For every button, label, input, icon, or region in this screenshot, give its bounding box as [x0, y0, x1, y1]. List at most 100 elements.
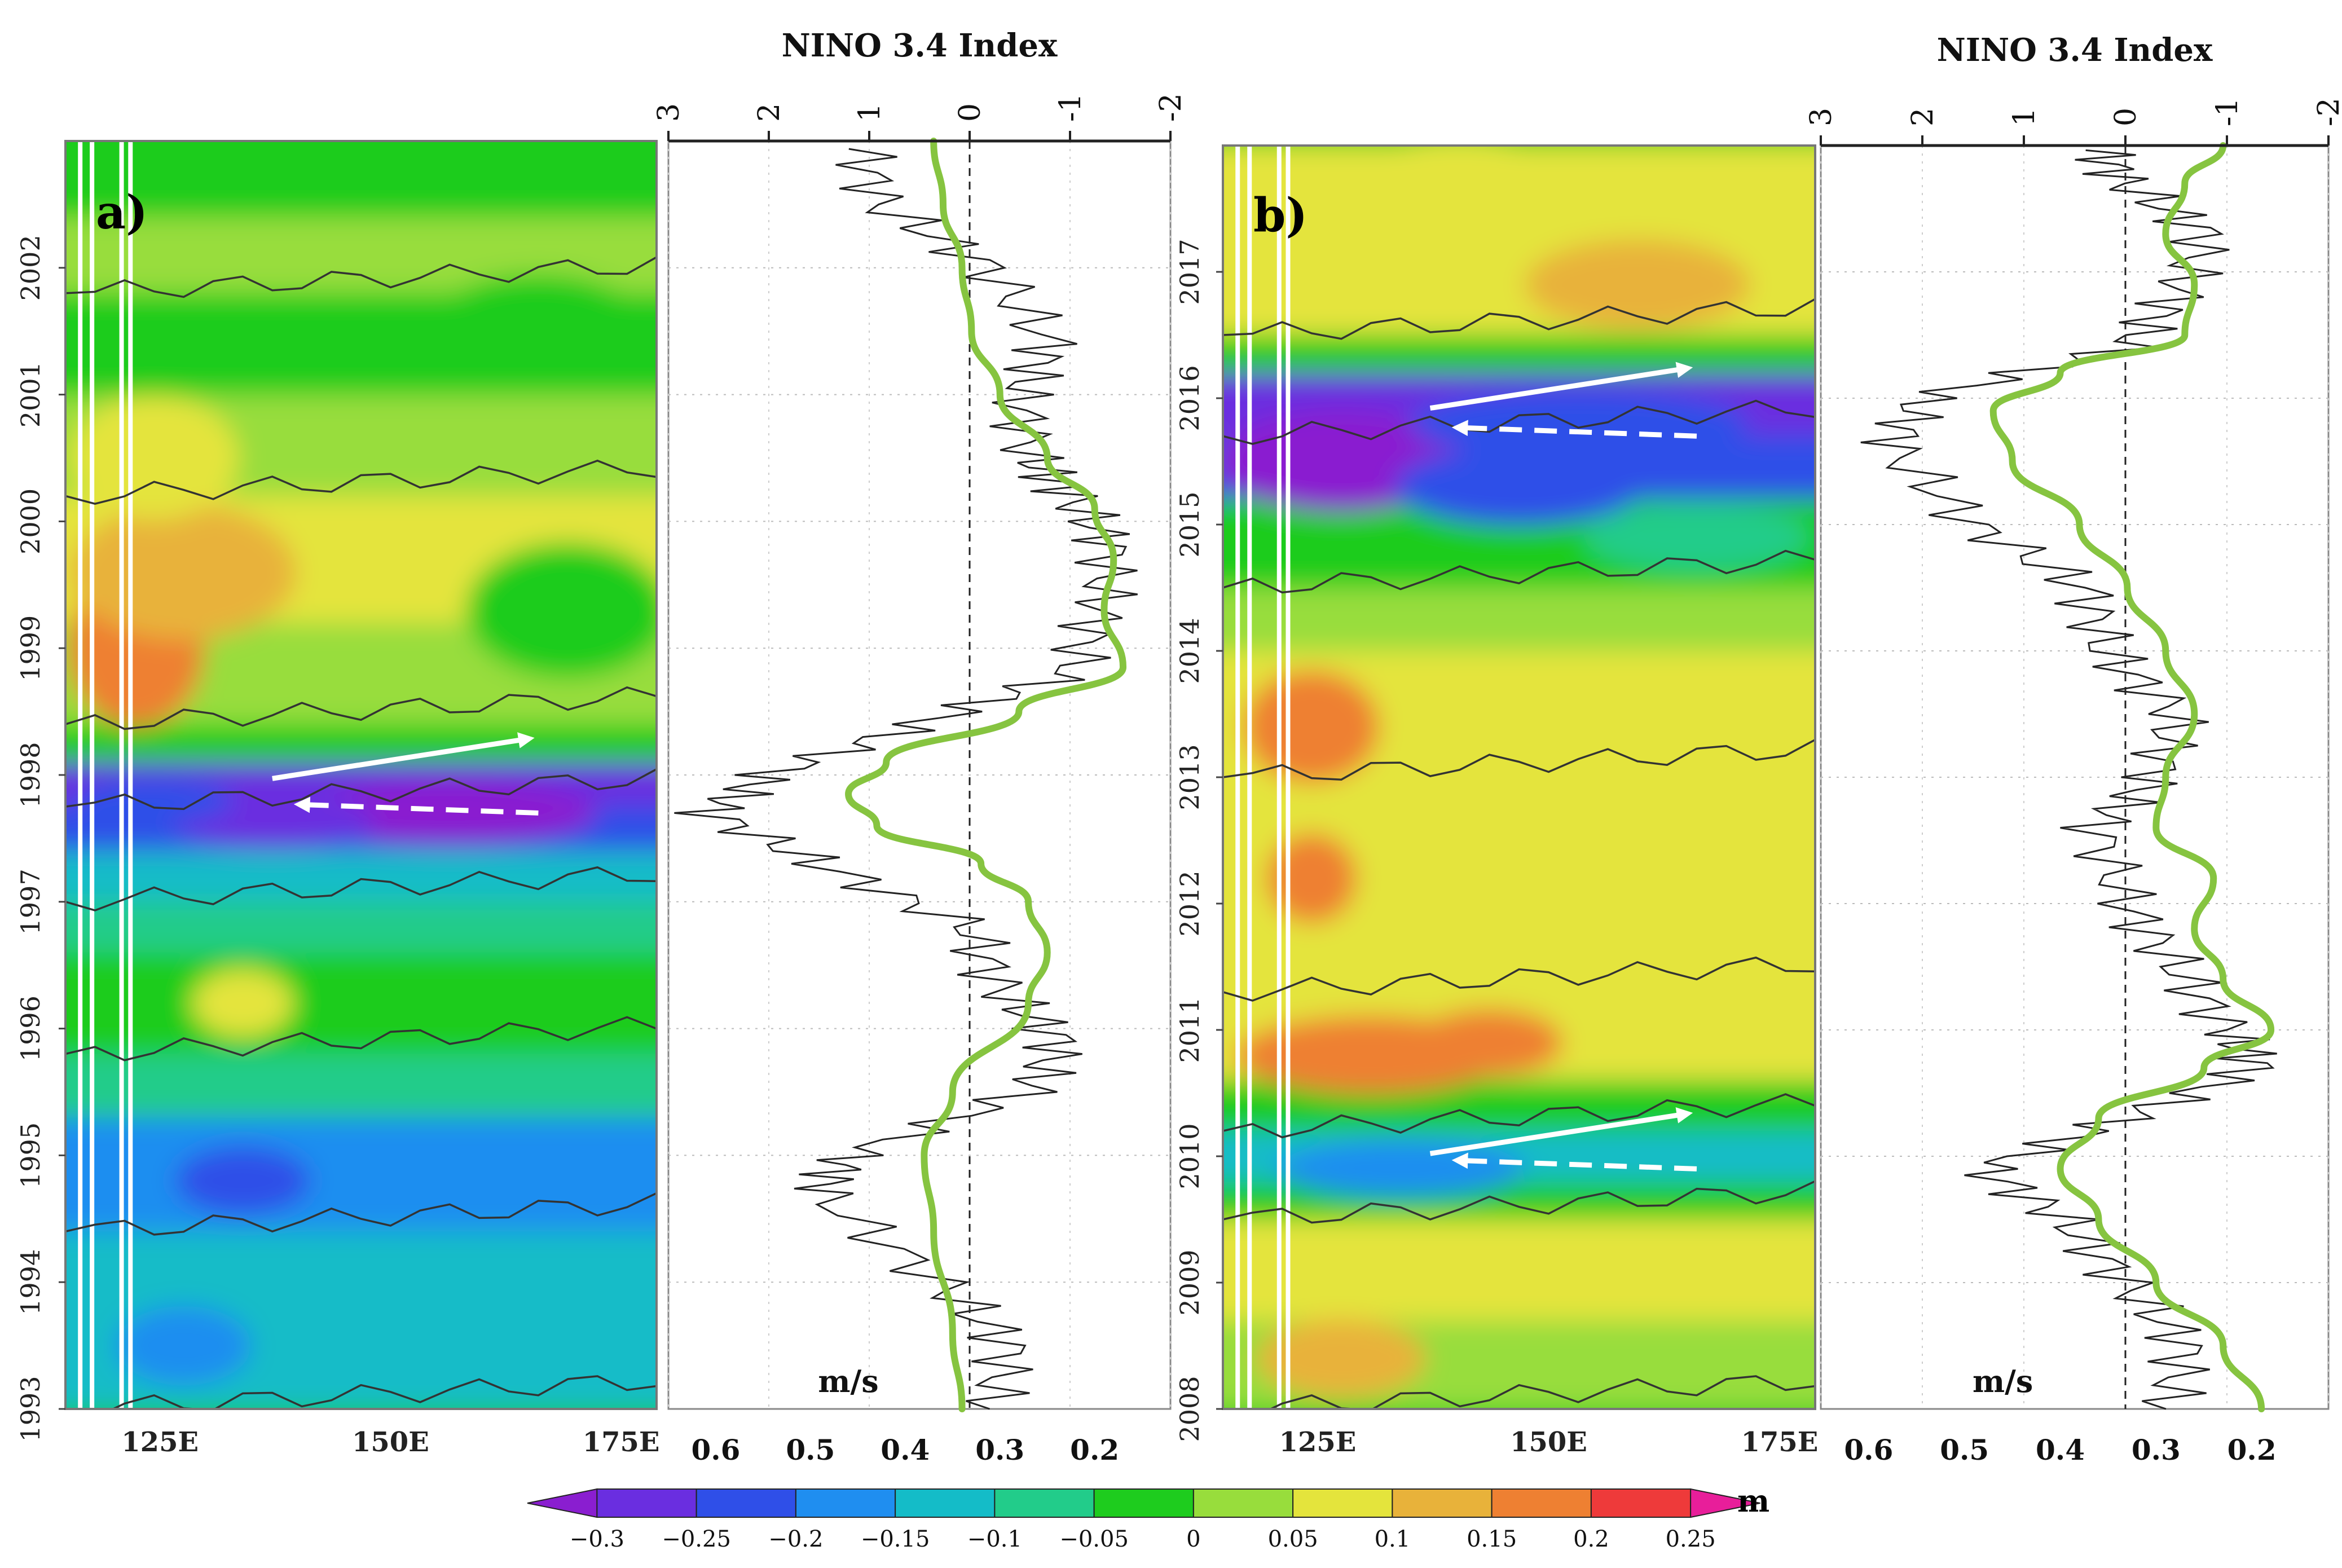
nino-tick-label: -2 [1154, 93, 1188, 122]
year-tick-label: 2009 [1174, 1249, 1205, 1315]
westward-arrow [293, 796, 539, 816]
colorbar-tick-label: −0.15 [861, 1526, 930, 1552]
contour-line [1223, 1375, 1815, 1409]
map-anomaly-blob [71, 504, 297, 640]
map-anomaly-blob [116, 1306, 252, 1385]
year-tick-label: 2015 [1174, 491, 1205, 557]
colorbar-tick-label: 0.1 [1375, 1526, 1411, 1552]
contour-line [65, 459, 657, 505]
colorbar-tick-label: −0.2 [768, 1526, 823, 1552]
colorbar-tick-label: 0 [1186, 1526, 1200, 1552]
year-tick-label: 2014 [1174, 618, 1205, 684]
eastward-arrow [272, 732, 535, 781]
map-anomaly-blob [1244, 670, 1380, 783]
longitude-tick-label: 150E [352, 1426, 429, 1458]
year-tick-label: 1998 [15, 742, 46, 808]
speed-series [1989, 142, 2275, 1412]
contour-lines [65, 256, 657, 1409]
year-tick-label: 2000 [15, 488, 46, 554]
colorbar-segment [895, 1488, 996, 1518]
map-band [65, 1117, 657, 1232]
map-band [65, 901, 657, 953]
contour-line [65, 256, 657, 298]
contour-line [1223, 1180, 1815, 1224]
longitude-tick-label: 175E [1741, 1426, 1819, 1458]
nino-title: NINO 3.4 Index [782, 27, 1058, 64]
speed-tick-label: 0.2 [1070, 1433, 1119, 1466]
map-anomaly-blob [466, 542, 657, 678]
nino-tick-label: -1 [2211, 98, 2244, 126]
contour-line [65, 686, 657, 730]
map-anomaly-blob [1347, 146, 1573, 229]
nino-tick-label: 2 [1906, 108, 1940, 126]
map-anomaly-blob [1416, 1008, 1563, 1077]
panel-b-index-chart: 3 2 1 0 -1 -2 NINO 3.4 Index 0.6 0.5 0.4 0.3 0.2 m/s [1804, 32, 2342, 1466]
colorbar-end-right [1690, 1488, 1760, 1518]
nino-tick-label: 3 [652, 103, 686, 122]
colorbar-tick-label: 0.15 [1467, 1526, 1517, 1552]
colorbar-tick-label: −0.05 [1059, 1526, 1129, 1552]
map-fill [65, 141, 657, 1409]
speed-tick-label: 0.6 [691, 1433, 740, 1466]
map-anomaly-blob [1257, 1319, 1426, 1398]
year-tick-label: 2011 [1174, 997, 1205, 1063]
map-anomaly-blob [175, 1147, 311, 1215]
map-anomaly-blob [1525, 239, 1750, 330]
colorbar-segment [695, 1488, 796, 1518]
colorbar-tick-label: −0.1 [967, 1526, 1022, 1552]
speed-tick-label: 0.3 [975, 1433, 1024, 1466]
nino-tick-label: 0 [953, 103, 987, 122]
year-tick-label: 1999 [15, 615, 46, 681]
colorbar-segment [795, 1488, 896, 1518]
contour-line [65, 1016, 657, 1062]
contour-line [1223, 549, 1815, 594]
year-tick-label: 1994 [15, 1249, 46, 1315]
nino-tick-label: -1 [1054, 93, 1088, 122]
year-tick-label: 2016 [1174, 365, 1205, 431]
colorbar-segment [596, 1488, 697, 1518]
colorbar-tick-label: 0.05 [1268, 1526, 1318, 1552]
speed-unit-label: m/s [818, 1363, 878, 1399]
longitude-tick-label: 125E [121, 1426, 199, 1458]
speed-tick-label: 0.5 [1940, 1433, 1989, 1466]
panel-a-index-chart: 3 2 1 0 -1 -2 NINO 3.4 Index 0.6 0.5 0.4 0.3 0.2 m/s [652, 27, 1188, 1466]
contour-line [1223, 738, 1815, 781]
nino-tick-label: 0 [2109, 108, 2143, 126]
colorbar-segment [1392, 1488, 1493, 1518]
year-tick-label: 2002 [15, 235, 46, 301]
nino34-series [1860, 149, 2277, 1410]
speed-tick-label: 0.6 [1844, 1433, 1893, 1466]
speed-series [845, 138, 1127, 1412]
nino-tick-label: 1 [2008, 108, 2041, 126]
year-tick-label: 1997 [15, 869, 46, 935]
map-band [1223, 335, 1815, 373]
map-band [65, 1054, 657, 1117]
speed-tick-label: 0.4 [881, 1433, 930, 1466]
contour-line [1223, 399, 1815, 445]
colorbar-segment [1491, 1488, 1592, 1518]
contour-line [65, 768, 657, 811]
contour-line [65, 1375, 657, 1409]
year-tick-label: 2008 [1174, 1376, 1205, 1442]
contour-line [65, 1192, 657, 1236]
nino34-series [674, 148, 1138, 1410]
year-tick-label: 1995 [15, 1122, 46, 1188]
colorbar-segment [1292, 1488, 1393, 1518]
colorbar-segment [1093, 1488, 1194, 1518]
contour-line [1223, 956, 1815, 1002]
contour-line [1223, 298, 1815, 340]
longitude-tick-label: 150E [1510, 1426, 1587, 1458]
speed-tick-label: 0.2 [2227, 1433, 2277, 1466]
nino-tick-label: 3 [1804, 108, 1838, 126]
westward-arrow [1451, 420, 1697, 439]
speed-unit-label: m/s [1973, 1363, 2033, 1399]
longitude-tick-label: 175E [583, 1426, 660, 1458]
longitude-tick-label: 125E [1279, 1426, 1357, 1458]
colorbar-tick-label: −0.3 [570, 1526, 624, 1552]
year-tick-label: 2013 [1174, 744, 1205, 810]
colorbar-tick-label: 0.25 [1666, 1526, 1716, 1552]
colorbar: −0.3 −0.25 −0.2 −0.15 −0.1 −0.05 0 0.05 0.1 0.15 0… [527, 1488, 1760, 1552]
contour-line [65, 866, 657, 911]
colorbar-unit: m [1737, 1483, 1769, 1519]
year-tick-label: 1996 [15, 996, 46, 1062]
